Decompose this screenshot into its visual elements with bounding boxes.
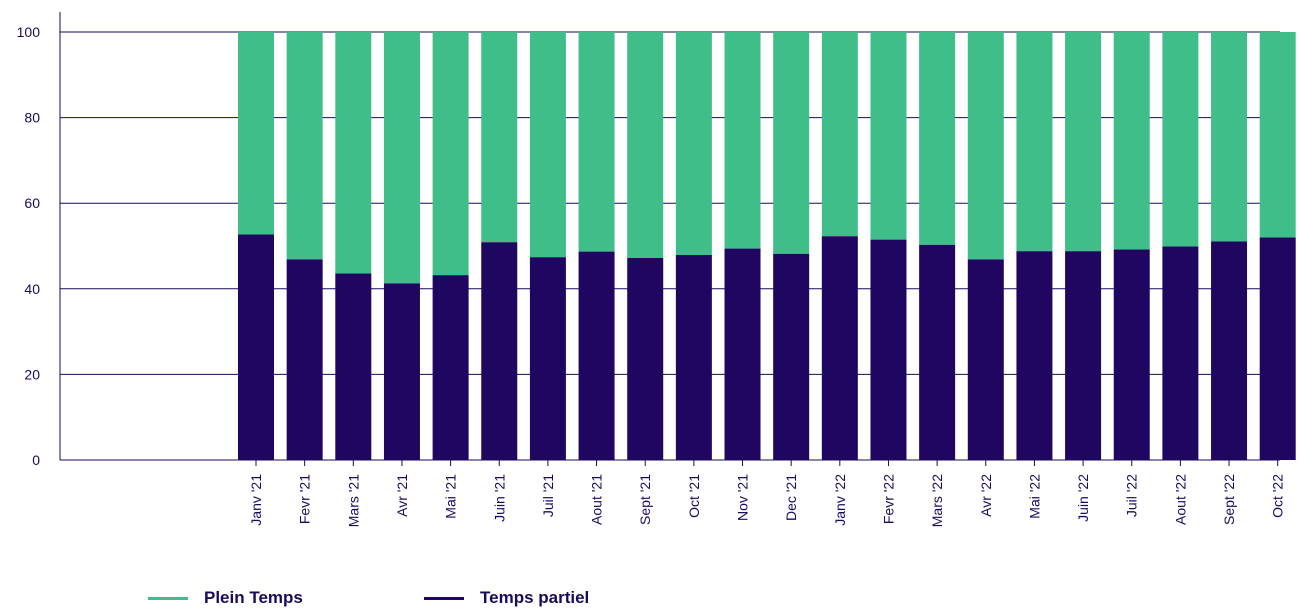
- x-tick-label-15: Mars '22: [929, 474, 945, 527]
- bar-temps-partiel-9: [627, 257, 664, 460]
- bar-plein-temps-2: [286, 32, 323, 260]
- x-tick-label-20: Aout '22: [1172, 474, 1188, 525]
- bar-temps-partiel-2: [286, 259, 323, 460]
- x-tick-label-7: Juil '21: [540, 474, 556, 517]
- axes: [59, 12, 1280, 466]
- legend-label-plein-temps: Plein Temps: [204, 588, 303, 607]
- bar-plein-temps-14: [870, 32, 907, 240]
- bar-plein-temps-18: [1065, 32, 1102, 252]
- x-tick-label-2: Fevr '21: [297, 474, 313, 524]
- bar-temps-partiel-1: [238, 234, 274, 460]
- x-tick-label-21: Sept '22: [1221, 474, 1237, 525]
- x-tick-label-11: Nov '21: [735, 474, 751, 521]
- bar-plein-temps-6: [481, 32, 518, 243]
- x-tick-label-12: Dec '21: [783, 474, 799, 521]
- x-axis-tick-labels: Janv '21 Fevr '21 Mars '21 Avr '21 Mai '21 Ju…: [248, 474, 1286, 527]
- x-tick-label-1: Janv '21: [248, 474, 264, 526]
- bar-temps-partiel-18: [1065, 251, 1102, 460]
- bar-temps-partiel-11: [724, 248, 761, 460]
- x-tick-label-4: Avr '21: [394, 474, 410, 517]
- x-tick-label-19: Juil '22: [1124, 474, 1140, 517]
- legend-item-plein-temps: Plein Temps: [148, 588, 303, 608]
- bar-plein-temps-3: [335, 32, 372, 274]
- x-tick-label-18: Juin '22: [1075, 474, 1091, 522]
- bar-temps-partiel-6: [481, 242, 518, 460]
- x-tick-label-5: Mai '21: [443, 474, 459, 519]
- y-tick-label-20: 20: [24, 366, 40, 382]
- bar-temps-partiel-12: [773, 253, 810, 460]
- bar-temps-partiel-21: [1211, 241, 1248, 460]
- bar-temps-partiel-13: [821, 236, 858, 460]
- stacked-bar-chart: 0 20 40 60 80 100 Janv '21 Fevr '21 Mars '21 Avr…: [17, 12, 1296, 527]
- x-tick-label-17: Mai '22: [1026, 474, 1042, 519]
- bar-plein-temps-13: [821, 32, 858, 237]
- bar-plein-temps-8: [578, 32, 615, 252]
- bar-plein-temps-9: [627, 32, 664, 258]
- y-tick-label-80: 80: [24, 110, 40, 126]
- x-tick-label-16: Avr '22: [978, 474, 994, 517]
- bar-plein-temps-21: [1211, 32, 1248, 242]
- y-tick-label-60: 60: [24, 195, 40, 211]
- bar-temps-partiel-16: [967, 259, 1004, 460]
- bar-plein-temps-17: [1016, 32, 1053, 252]
- x-tick-label-9: Sept '21: [637, 474, 653, 525]
- bar-temps-partiel-10: [675, 254, 712, 460]
- legend-swatch-plein-temps: [148, 596, 188, 600]
- bar-temps-partiel-8: [578, 251, 615, 460]
- bar-plein-temps-10: [675, 32, 712, 255]
- legend-label-temps-partiel: Temps partiel: [480, 588, 590, 607]
- bar-temps-partiel-4: [383, 283, 420, 460]
- bar-plein-temps-20: [1162, 32, 1199, 247]
- bar-plein-temps-11: [724, 32, 761, 249]
- x-tick-label-6: Juin '21: [491, 474, 507, 522]
- x-tick-label-22: Oct '22: [1270, 474, 1286, 518]
- legend-item-temps-partiel: Temps partiel: [424, 588, 589, 608]
- y-axis-tick-labels: 0 20 40 60 80 100: [17, 24, 41, 468]
- legend: Plein Temps Temps partiel: [0, 588, 1299, 612]
- bar-temps-partiel-22: [1259, 237, 1296, 460]
- bar-temps-partiel-7: [529, 257, 566, 460]
- x-tick-label-10: Oct '21: [686, 474, 702, 518]
- x-tick-label-14: Fevr '22: [880, 474, 896, 524]
- bar-plein-temps-4: [383, 32, 420, 284]
- legend-swatch-temps-partiel: [424, 596, 464, 600]
- y-tick-label-100: 100: [17, 24, 41, 40]
- bar-temps-partiel-15: [919, 244, 956, 460]
- bar-plein-temps-15: [919, 32, 956, 245]
- y-tick-label-0: 0: [32, 452, 40, 468]
- bar-plein-temps-1: [238, 32, 274, 235]
- bar-temps-partiel-5: [432, 275, 469, 460]
- x-tick-label-13: Janv '22: [832, 474, 848, 526]
- x-tick-label-3: Mars '21: [345, 474, 361, 527]
- bar-plein-temps-19: [1113, 32, 1150, 250]
- bar-plein-temps-7: [529, 32, 566, 258]
- bar-plein-temps-16: [967, 32, 1004, 260]
- bar-plein-temps-22: [1259, 32, 1296, 238]
- bars: [238, 32, 1296, 460]
- bar-temps-partiel-17: [1016, 251, 1053, 460]
- x-tick-label-8: Aout '21: [589, 474, 605, 525]
- bar-plein-temps-5: [432, 32, 469, 276]
- bar-plein-temps-12: [773, 32, 810, 254]
- bar-temps-partiel-3: [335, 273, 372, 460]
- bar-temps-partiel-19: [1113, 249, 1150, 460]
- bar-temps-partiel-14: [870, 239, 907, 460]
- y-tick-label-40: 40: [24, 281, 40, 297]
- bar-temps-partiel-20: [1162, 246, 1199, 460]
